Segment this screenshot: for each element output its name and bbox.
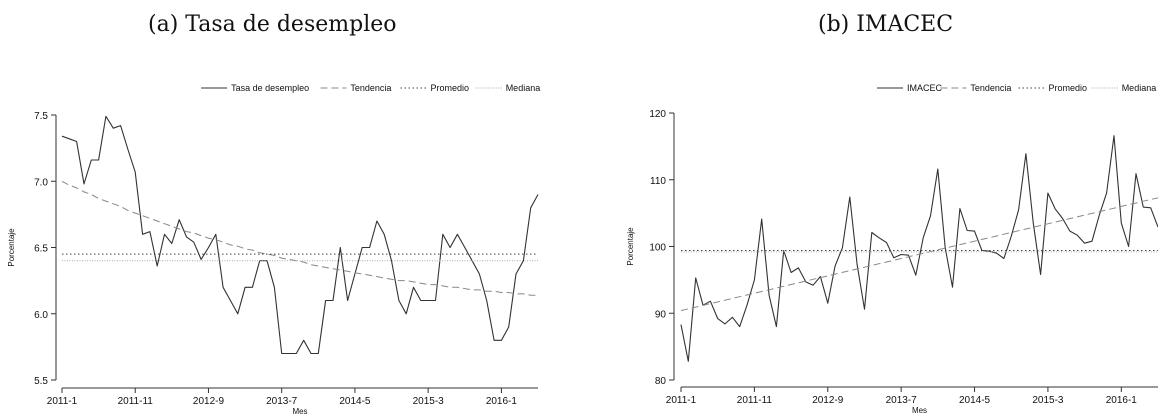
chart-a-y-tick-label: 7.5 bbox=[34, 111, 48, 122]
chart-b-legend-label: Mediana bbox=[1122, 83, 1157, 93]
chart-a-y-tick-label: 5.5 bbox=[34, 376, 48, 387]
chart-b-y-tick-label: 100 bbox=[649, 243, 666, 254]
chart-b-y-tick-label: 110 bbox=[650, 176, 666, 187]
chart-a-series-tasa-de-desempleo bbox=[61, 115, 539, 355]
chart-b-x-tick-label: 2012-9 bbox=[812, 395, 844, 406]
chart-b-x-tick-label: 2011-11 bbox=[737, 395, 773, 406]
chart-b-y-axis-label: Porcentaje bbox=[626, 227, 635, 266]
chart-b-series-imacec bbox=[680, 135, 1158, 362]
chart-b-y-tick-label: 80 bbox=[655, 376, 667, 387]
chart-a-x-tick-label: 2011-11 bbox=[118, 396, 154, 407]
panel-a-title: (a) Tasa de desempleo bbox=[148, 12, 397, 37]
chart-a-legend-label: Tendencia bbox=[350, 83, 391, 93]
chart-a-series-tendencia bbox=[61, 180, 538, 296]
chart-b-legend-label: IMACEC bbox=[907, 83, 943, 93]
chart-b-x-tick-label: 2013-7 bbox=[886, 395, 918, 406]
panel-b-title: (b) IMACEC bbox=[818, 12, 954, 37]
chart-a-y-tick-label: 6.5 bbox=[34, 244, 48, 255]
chart-b-legend-label: Promedio bbox=[1049, 83, 1088, 93]
chart-b-series-tendencia bbox=[680, 197, 1158, 312]
chart-b-x-axis-label: Mes bbox=[912, 406, 927, 415]
chart-a-y-tick-label: 6.0 bbox=[34, 310, 48, 321]
chart-b-x-tick-label: 2016-1 bbox=[1106, 395, 1138, 406]
chart-b-legend-label: Tendencia bbox=[970, 83, 1011, 93]
chart-a-legend-label: Promedio bbox=[431, 83, 470, 93]
chart-a-legend-label: Mediana bbox=[506, 83, 541, 93]
chart-b-y-tick-label: 120 bbox=[649, 109, 666, 120]
chart-a-x-tick-label: 2016-1 bbox=[486, 396, 518, 407]
chart-b-x-tick-label: 2011-1 bbox=[666, 395, 697, 406]
chart-a-legend-label: Tasa de desempleo bbox=[231, 83, 309, 93]
chart-a-x-tick-label: 2015-3 bbox=[413, 396, 445, 407]
chart-b-x-tick-label: 2014-5 bbox=[959, 395, 991, 406]
chart-a-x-tick-label: 2012-9 bbox=[193, 396, 225, 407]
chart-a-x-tick-label: 2013-7 bbox=[266, 396, 298, 407]
chart-a-x-tick-label: 2014-5 bbox=[339, 396, 371, 407]
chart-a-x-axis-label: Mes bbox=[292, 407, 307, 416]
chart-a-y-tick-label: 7.0 bbox=[34, 177, 48, 188]
chart-a-y-axis-label: Porcentaje bbox=[7, 228, 16, 267]
chart-b-x-tick-label: 2015-3 bbox=[1032, 395, 1064, 406]
chart-a-x-tick-label: 2011-1 bbox=[47, 396, 78, 407]
chart-b-y-tick-label: 90 bbox=[655, 309, 667, 320]
